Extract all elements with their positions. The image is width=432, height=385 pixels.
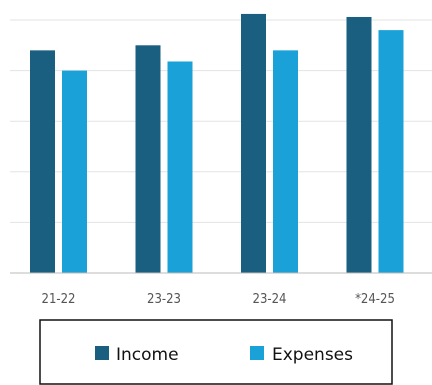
legend-label-income: Income	[116, 345, 179, 365]
x-tick-label: 23-23	[147, 292, 181, 307]
x-tick-labels: 21-22 23-23 23-24 *24-25	[42, 292, 395, 307]
bar-expenses	[167, 61, 193, 273]
legend-label-expenses: Expenses	[272, 345, 353, 365]
legend-swatch-income	[95, 346, 109, 360]
bar-expenses	[62, 70, 87, 273]
bar-income	[30, 50, 55, 273]
legend: Income Expenses	[39, 319, 393, 385]
x-tick-label: 23-24	[253, 292, 287, 307]
bar-income	[135, 45, 161, 273]
bar-expenses	[273, 50, 298, 273]
bar-income	[241, 13, 266, 273]
bars	[30, 13, 404, 274]
bar-income	[346, 16, 372, 274]
x-tick-label: *24-25	[355, 292, 395, 307]
x-tick-label: 21-22	[42, 292, 76, 307]
bar-expenses	[378, 30, 404, 274]
legend-swatch-expenses	[250, 346, 264, 360]
